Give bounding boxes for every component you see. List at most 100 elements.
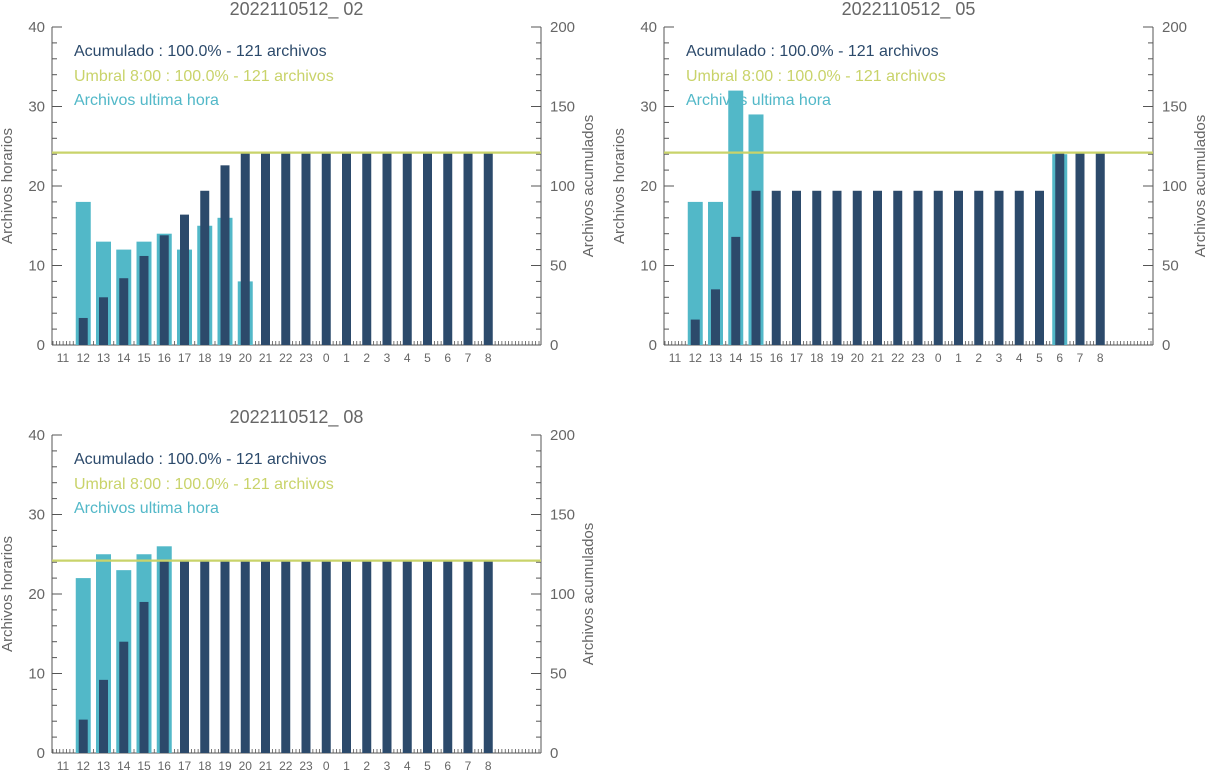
cumulative-bar <box>832 190 842 345</box>
cumulative-bar <box>119 278 129 345</box>
legend-hora: Archivos ultima hora <box>74 92 219 109</box>
x-tick-label: 18 <box>198 759 212 771</box>
x-tick-label: 1 <box>955 351 962 365</box>
x-tick-label: 11 <box>669 351 682 365</box>
cumulative-bar <box>690 319 700 345</box>
cumulative-bar <box>402 152 412 345</box>
chart-panel-1: 2022110512_ 05010203040050100150200Archi… <box>611 0 1206 365</box>
x-tick-label: 20 <box>239 759 253 771</box>
x-tick-label: 0 <box>323 351 330 365</box>
x-tick-label: 11 <box>57 759 70 771</box>
left-tick-label: 30 <box>640 99 657 116</box>
cumulative-bar <box>240 152 250 345</box>
x-tick-label: 17 <box>178 759 192 771</box>
right-tick-label: 0 <box>550 745 558 762</box>
cumulative-bar <box>301 560 311 753</box>
cumulative-bar <box>1014 190 1024 345</box>
right-tick-label: 150 <box>1162 99 1187 116</box>
cumulative-bar <box>382 152 392 345</box>
cumulative-bar <box>139 601 149 753</box>
cumulative-bar <box>933 190 943 345</box>
x-tick-label: 6 <box>444 759 451 771</box>
x-tick-label: 20 <box>851 351 865 365</box>
x-tick-label: 8 <box>1097 351 1104 365</box>
x-tick-label: 19 <box>218 759 232 771</box>
cumulative-bar <box>301 152 311 345</box>
cumulative-bar <box>78 317 88 345</box>
left-tick-label: 10 <box>640 258 657 275</box>
right-tick-label: 150 <box>550 507 575 524</box>
x-tick-label: 6 <box>1056 351 1063 365</box>
left-tick-label: 20 <box>28 178 45 195</box>
x-tick-label: 22 <box>279 351 293 365</box>
cumulative-bar <box>873 190 882 345</box>
cumulative-bar <box>200 190 210 345</box>
cumulative-bar <box>261 152 270 345</box>
x-tick-label: 20 <box>239 351 253 365</box>
right-tick-label: 100 <box>550 586 575 603</box>
legend-acumulado: Acumulado : 100.0% - 121 archivos <box>686 43 939 60</box>
x-tick-label: 0 <box>323 759 330 771</box>
x-tick-label: 3 <box>384 759 391 771</box>
x-tick-label: 7 <box>1077 351 1084 365</box>
x-tick-label: 3 <box>996 351 1003 365</box>
x-tick-label: 1 <box>343 351 350 365</box>
cumulative-bar <box>321 560 331 753</box>
x-tick-label: 4 <box>404 351 411 365</box>
x-tick-label: 15 <box>749 351 763 365</box>
cumulative-bar <box>281 152 291 345</box>
right-tick-label: 50 <box>550 666 567 683</box>
left-tick-label: 40 <box>28 427 45 444</box>
cumulative-bar <box>423 560 432 753</box>
cumulative-bar <box>994 190 1004 345</box>
cumulative-bar <box>342 560 351 753</box>
x-tick-label: 16 <box>158 351 172 365</box>
cumulative-bar <box>731 236 741 345</box>
x-tick-label: 0 <box>935 351 942 365</box>
x-tick-label: 2 <box>975 351 982 365</box>
cumulative-bar <box>812 190 822 345</box>
x-tick-label: 23 <box>911 351 925 365</box>
x-tick-label: 5 <box>1036 351 1043 365</box>
left-tick-label: 40 <box>28 19 45 36</box>
cumulative-bar <box>119 641 129 753</box>
cumulative-bar <box>483 560 493 753</box>
cumulative-bar <box>893 190 903 345</box>
left-tick-label: 30 <box>28 507 45 524</box>
cumulative-bar <box>99 297 108 345</box>
cumulative-bar <box>1035 190 1044 345</box>
cumulative-bar <box>321 152 331 345</box>
cumulative-bar <box>913 190 923 345</box>
legend-acumulado: Acumulado : 100.0% - 121 archivos <box>74 43 327 60</box>
x-tick-label: 3 <box>384 351 391 365</box>
right-tick-label: 200 <box>550 19 575 36</box>
left-tick-label: 20 <box>28 586 45 603</box>
chart-title: 2022110512_ 05 <box>842 0 976 20</box>
x-tick-label: 5 <box>424 759 431 771</box>
x-tick-label: 22 <box>891 351 905 365</box>
y2-axis-title: Archivos acumulados <box>580 115 597 258</box>
x-tick-label: 6 <box>444 351 451 365</box>
cumulative-bar <box>1095 152 1105 345</box>
cumulative-bar <box>180 560 189 753</box>
cumulative-bar <box>1055 152 1065 345</box>
cumulative-bar <box>240 560 250 753</box>
cumulative-bar <box>402 560 412 753</box>
cumulative-bar <box>200 560 210 753</box>
x-tick-label: 1 <box>343 759 350 771</box>
x-tick-label: 14 <box>729 351 743 365</box>
x-tick-label: 13 <box>709 351 723 365</box>
cumulative-bar <box>443 560 453 753</box>
right-tick-label: 0 <box>1162 337 1170 354</box>
hourly-bar <box>687 201 703 345</box>
x-tick-label: 2 <box>363 759 370 771</box>
x-tick-label: 12 <box>77 351 91 365</box>
cumulative-bar <box>974 190 984 345</box>
legend-hora: Archivos ultima hora <box>686 92 831 109</box>
cumulative-bar <box>954 190 963 345</box>
left-tick-label: 20 <box>640 178 657 195</box>
y-axis-title: Archivos horarios <box>611 128 628 244</box>
x-tick-label: 19 <box>830 351 844 365</box>
x-tick-label: 14 <box>117 759 131 771</box>
